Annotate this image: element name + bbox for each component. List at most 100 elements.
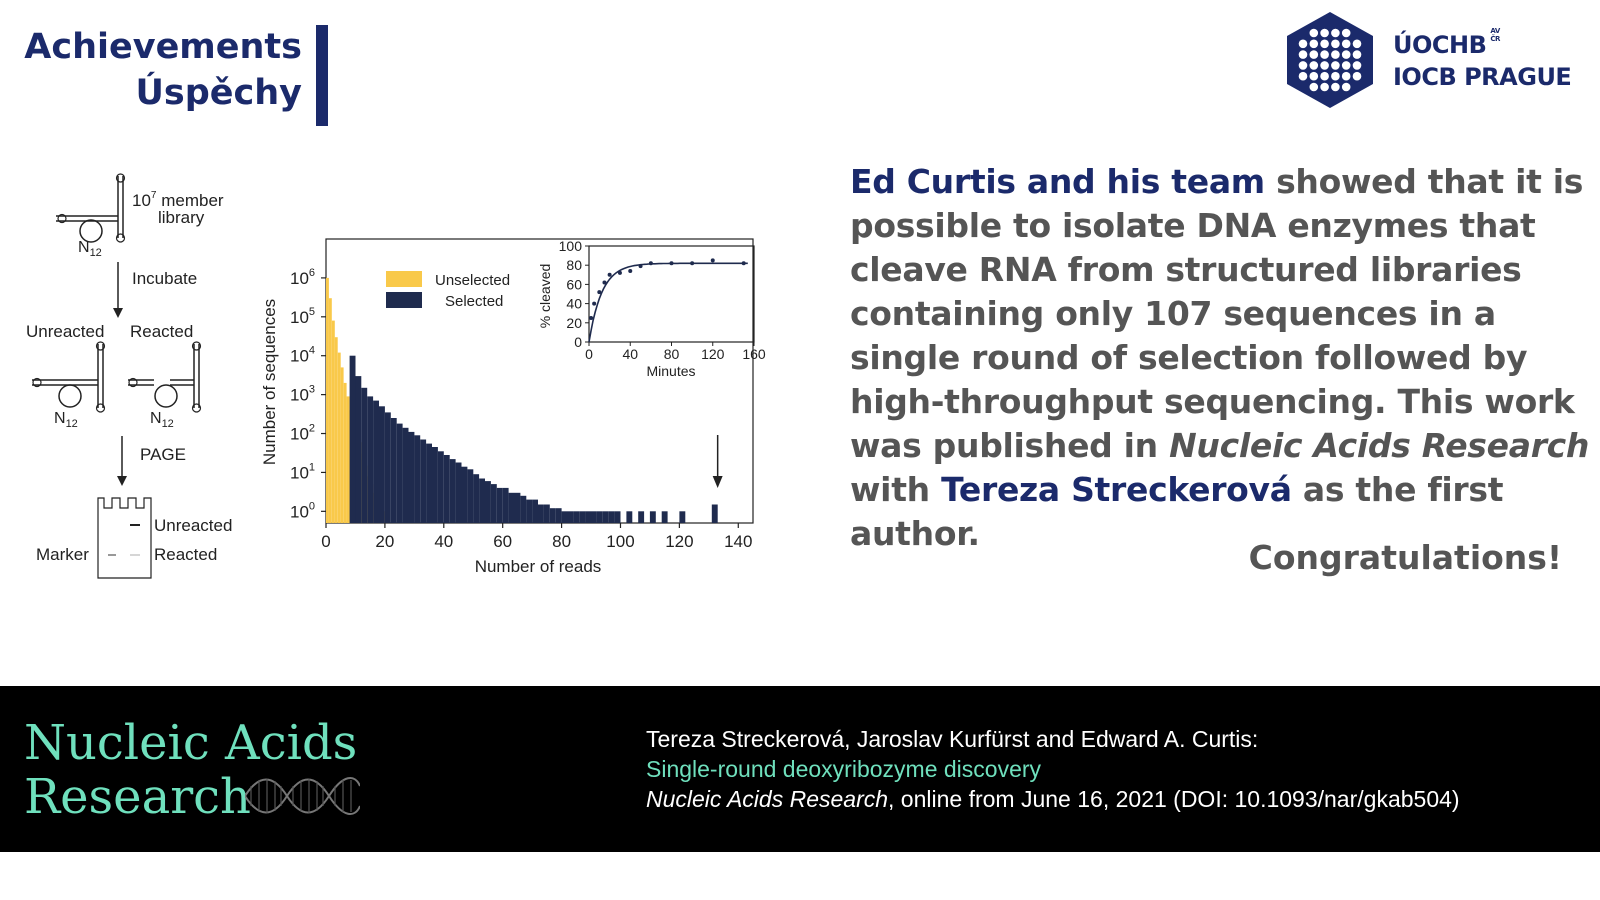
bar [449, 459, 456, 523]
bar [561, 511, 568, 523]
x-tick-label: 40 [434, 532, 453, 551]
inset-point [690, 261, 695, 266]
page-title: Achievements Úspěchy [20, 24, 302, 116]
logo-wordmark: ÚOCHB AV ČR IOCB PRAGUE [1393, 27, 1572, 93]
title-line-english: Achievements [24, 27, 302, 67]
inset-point [602, 280, 607, 285]
bar [479, 478, 485, 523]
achievement-summary: Ed Curtis and his team showed that it is… [850, 160, 1590, 556]
bar [408, 431, 415, 523]
library-label-line2: library [158, 208, 205, 227]
inset-x-label: Minutes [646, 363, 695, 379]
title-line-czech: Úspěchy [135, 73, 302, 113]
rna-structure-icon [32, 341, 106, 413]
y-axis-label: Number of sequences [260, 299, 279, 465]
logo-dot [1309, 82, 1319, 92]
bar [443, 455, 450, 523]
x-tick-label: 0 [321, 532, 330, 551]
logo-dot [1309, 71, 1319, 81]
gel-unreacted-label: Unreacted [154, 516, 232, 535]
bar [461, 466, 468, 523]
citation-title: Single-round deoxyribozyme discovery [646, 756, 1042, 782]
logo-dot [1298, 39, 1308, 49]
inset-y-axis: 0 20 40 60 80 100 [559, 238, 589, 350]
title-accent-bar [316, 25, 328, 126]
selection-schematic: 107 member library N12 Incubate Unreacte… [26, 173, 232, 579]
inset-y-tick-label: 80 [566, 257, 582, 273]
n12-label: N12 [78, 239, 102, 259]
step-incubate: Incubate [132, 269, 197, 288]
series-selected [349, 355, 718, 523]
y-tick-label: 100 [290, 500, 315, 521]
arrow-icon [113, 308, 123, 318]
bar [334, 337, 338, 523]
logo-dot [1341, 61, 1351, 70]
cleaved-rna-structure-icon [128, 341, 202, 413]
bar [585, 511, 591, 523]
inset-point [628, 268, 633, 273]
bar [543, 504, 550, 523]
journal-logo: Nucleic Acids Research [24, 716, 357, 824]
bar [432, 447, 438, 523]
bar [555, 508, 562, 523]
logo-dot [1352, 61, 1362, 70]
bar [485, 481, 491, 523]
academy-mark: AV ČR [1490, 27, 1500, 43]
bar [649, 511, 656, 523]
dna-helix-icon [245, 777, 360, 815]
bar [328, 298, 332, 523]
logo-dot [1320, 28, 1329, 38]
inset-y-tick-label: 40 [566, 296, 582, 312]
bar [367, 396, 374, 523]
x-axis: 0 20 40 60 80 100 120 140 [321, 523, 752, 551]
inset-point [607, 272, 612, 277]
journal-name-line2: Research [24, 769, 251, 825]
summary-text-1: showed that it is possible to isolate DN… [850, 162, 1584, 465]
inset-fit-curve [588, 262, 748, 343]
bar [573, 511, 580, 523]
bar [340, 367, 344, 523]
legend-label-selected: Selected [445, 293, 503, 310]
bar [591, 511, 597, 523]
inset-x-tick-label: 0 [585, 346, 593, 362]
bar [326, 277, 329, 523]
citation-authors: Tereza Streckerová, Jaroslav Kurfürst an… [646, 726, 1259, 752]
logo-dot [1352, 71, 1362, 81]
logo-name-czech: ÚOCHB [1393, 31, 1487, 59]
bar [514, 492, 521, 523]
summary-text-2: with [850, 470, 942, 509]
bar [331, 320, 335, 523]
reacted-label: Reacted [130, 322, 193, 341]
logo-dot [1309, 39, 1319, 49]
logo-dot [1298, 61, 1308, 70]
logo-dot [1341, 82, 1351, 92]
gel-reacted-label: Reacted [154, 545, 217, 564]
inset-point [597, 290, 602, 295]
step-page: PAGE [140, 445, 186, 464]
bar [567, 511, 574, 523]
y-tick-label: 103 [290, 384, 315, 405]
citation-journal: Nucleic Acids Research [646, 786, 889, 812]
n12-label: N12 [150, 410, 174, 430]
bar [467, 469, 474, 523]
y-tick-label: 105 [290, 306, 315, 327]
inset-point [669, 261, 674, 266]
bar [549, 508, 556, 523]
x-tick-label: 80 [552, 532, 571, 551]
legend-label-unselected: Unselected [435, 272, 510, 289]
bar [426, 443, 432, 523]
logo-dot [1320, 82, 1329, 92]
x-tick-label: 140 [724, 532, 752, 551]
bar [390, 418, 397, 523]
congratulations-text: Congratulations! [1248, 538, 1562, 577]
gel-icon [97, 497, 152, 579]
team-name: Ed Curtis and his team [850, 162, 1265, 201]
citation-source: Nucleic Acids Research, online from June… [646, 784, 1460, 814]
bar [396, 423, 403, 523]
logo-name-english: IOCB PRAGUE [1393, 63, 1572, 91]
bar [520, 495, 527, 523]
legend: Unselected Selected [386, 271, 510, 310]
y-tick-label: 106 [290, 267, 315, 288]
bar [596, 511, 603, 523]
bar [496, 487, 503, 523]
